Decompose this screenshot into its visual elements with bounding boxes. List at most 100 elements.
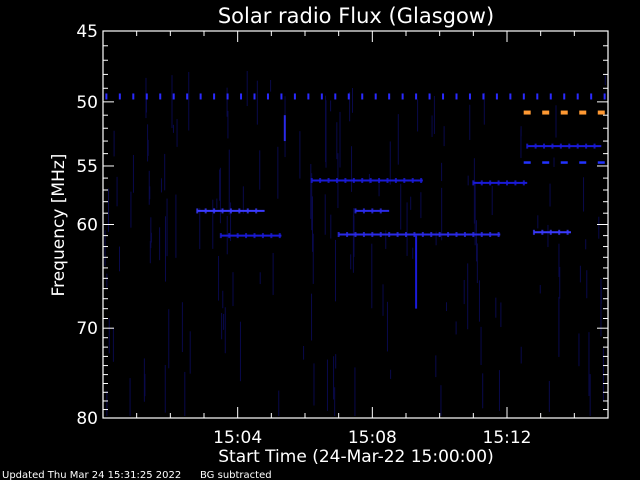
dash-mark bbox=[347, 93, 350, 100]
emission-band bbox=[310, 177, 423, 183]
band-speck bbox=[238, 208, 241, 214]
x-axis-label: Start Time (24-Mar-22 15:00:00) bbox=[218, 447, 493, 467]
band-speck bbox=[255, 208, 258, 214]
x-tick-label: 15:04 bbox=[213, 428, 262, 448]
band-speck bbox=[430, 232, 433, 238]
band-speck bbox=[369, 177, 372, 183]
dash-mark bbox=[361, 93, 364, 100]
y-tick-label: 60 bbox=[76, 216, 98, 236]
band-speck bbox=[344, 177, 347, 183]
emission-band bbox=[219, 233, 282, 239]
dash-mark bbox=[374, 93, 377, 100]
dash-mark bbox=[145, 93, 148, 100]
band-speck bbox=[514, 180, 517, 186]
band-speck bbox=[228, 233, 231, 239]
band-speck bbox=[534, 143, 537, 149]
band-speck bbox=[362, 208, 365, 214]
dash-mark bbox=[509, 93, 512, 100]
band-speck bbox=[354, 232, 357, 238]
dash-band bbox=[523, 161, 605, 164]
dash-mark bbox=[334, 93, 337, 100]
band-speck bbox=[585, 143, 588, 149]
band-speck bbox=[522, 180, 525, 186]
band-speck bbox=[559, 143, 562, 149]
dash-mark bbox=[560, 161, 568, 164]
band-speck bbox=[543, 143, 546, 149]
band-speck bbox=[278, 233, 281, 239]
dash-mark bbox=[226, 93, 229, 100]
dash-mark bbox=[105, 93, 108, 100]
x-tick-label: 15:08 bbox=[348, 428, 397, 448]
dash-mark bbox=[240, 93, 243, 100]
dash-mark bbox=[579, 161, 587, 164]
dash-mark bbox=[482, 93, 485, 100]
emission-band bbox=[526, 143, 602, 149]
emission-band bbox=[532, 229, 571, 235]
dash-mark bbox=[522, 93, 525, 100]
band-speck bbox=[337, 232, 340, 238]
band-speck bbox=[396, 232, 399, 238]
band-speck bbox=[388, 232, 391, 238]
footer-updated: Updated Thu Mar 24 15:31:25 2022 bbox=[2, 470, 181, 480]
dash-mark bbox=[590, 93, 593, 100]
dash-band bbox=[105, 93, 606, 100]
band-speck bbox=[551, 143, 554, 149]
band-speck bbox=[532, 229, 535, 235]
dash-mark bbox=[536, 93, 539, 100]
band-speck bbox=[371, 232, 374, 238]
dash-mark bbox=[118, 93, 121, 100]
dash-mark bbox=[597, 161, 605, 164]
band-speck bbox=[438, 232, 441, 238]
spectrogram-plot bbox=[104, 71, 606, 416]
dash-mark bbox=[159, 93, 162, 100]
band-speck bbox=[403, 177, 406, 183]
y-tick-label: 70 bbox=[76, 319, 98, 339]
band-speck bbox=[361, 177, 364, 183]
band-speck bbox=[472, 180, 475, 186]
dash-mark bbox=[468, 93, 471, 100]
dash-mark bbox=[603, 93, 606, 100]
band-speck bbox=[352, 177, 355, 183]
dash-mark bbox=[307, 93, 310, 100]
band-speck bbox=[253, 233, 256, 239]
dash-mark bbox=[401, 93, 404, 100]
dash-mark bbox=[542, 161, 550, 164]
footer-note: BG subtracted bbox=[200, 470, 272, 480]
band-speck bbox=[420, 177, 423, 183]
y-axis: 45 50 55 60 70 80 bbox=[76, 22, 608, 429]
band-speck bbox=[335, 177, 338, 183]
emission-band bbox=[472, 180, 528, 186]
band-speck bbox=[480, 232, 483, 238]
band-speck bbox=[229, 208, 232, 214]
band-speck bbox=[379, 232, 382, 238]
band-speck bbox=[394, 177, 397, 183]
band-speck bbox=[413, 232, 416, 238]
y-tick-label: 45 bbox=[76, 22, 98, 42]
dash-mark bbox=[455, 93, 458, 100]
dash-mark bbox=[549, 93, 552, 100]
dash-mark bbox=[428, 93, 431, 100]
x-axis: 15:04 15:08 15:12 bbox=[102, 31, 609, 448]
band-speck bbox=[497, 180, 500, 186]
dash-mark bbox=[576, 93, 579, 100]
band-speck bbox=[421, 232, 424, 238]
band-speck bbox=[568, 143, 571, 149]
band-speck bbox=[362, 232, 365, 238]
dash-mark bbox=[442, 93, 445, 100]
dash-mark bbox=[542, 110, 550, 115]
band-speck bbox=[480, 180, 483, 186]
dash-mark bbox=[253, 93, 256, 100]
emission-band bbox=[354, 208, 390, 214]
y-axis-label: Frequency [MHz] bbox=[49, 154, 69, 297]
plot-frame bbox=[102, 30, 609, 419]
emission-band bbox=[337, 232, 501, 238]
band-speck bbox=[455, 232, 458, 238]
band-speck bbox=[506, 180, 508, 186]
band-speck bbox=[463, 232, 466, 238]
band-speck bbox=[196, 208, 199, 214]
y-tick-label: 80 bbox=[76, 409, 98, 429]
band-speck bbox=[346, 232, 349, 238]
band-speck bbox=[378, 177, 381, 183]
dash-mark bbox=[320, 93, 323, 100]
